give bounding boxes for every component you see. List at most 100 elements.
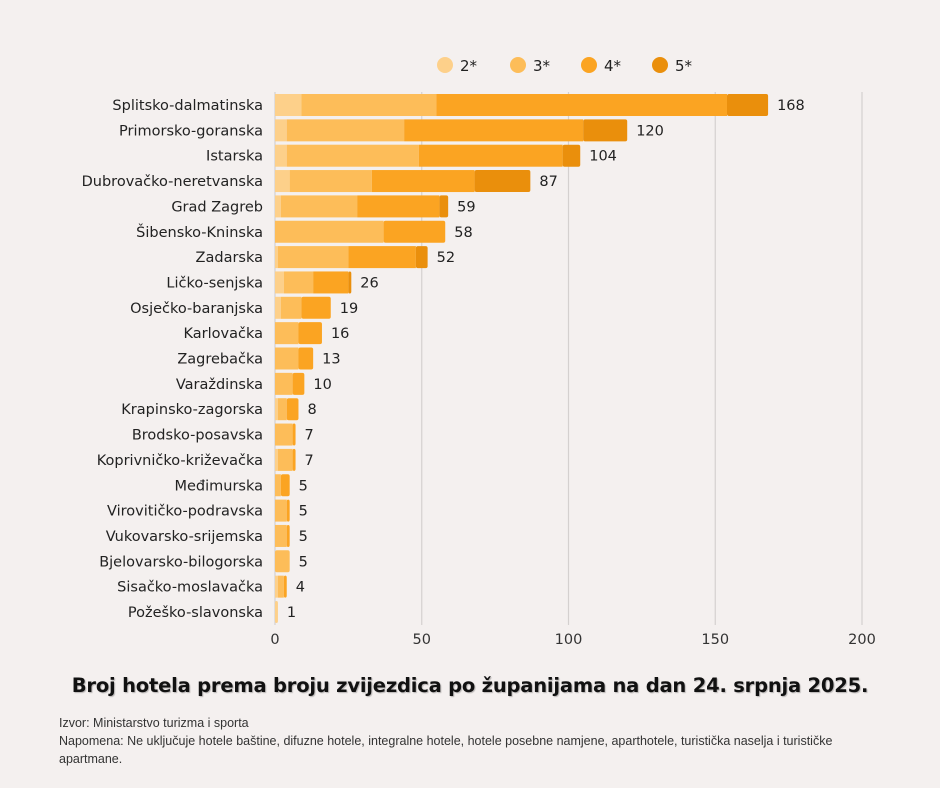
footer-notes: Izvor: Ministarstvo turizma i sporta Nap…	[59, 714, 889, 768]
value-label: 8	[307, 402, 316, 418]
bar-segment-3star	[277, 575, 284, 598]
bar-row	[275, 474, 290, 497]
bar-row	[275, 296, 331, 319]
legend-label: 2*	[460, 57, 478, 75]
source-text: Izvor: Ministarstvo turizma i sporta	[59, 716, 249, 730]
bar-segment-3star	[275, 524, 287, 547]
bar-segment-5star	[583, 119, 628, 142]
bar-row	[275, 601, 278, 623]
bar-row	[275, 448, 296, 471]
value-label: 26	[360, 275, 378, 291]
bar-segment-5star	[415, 246, 428, 269]
value-label: 10	[313, 377, 331, 393]
category-label: Karlovačka	[184, 326, 263, 342]
bar-segment-5star	[726, 94, 769, 116]
bar-row	[275, 575, 287, 598]
legend: 2* 3* 4* 5*	[437, 57, 693, 75]
bar-segment-4star	[418, 144, 563, 167]
bar-row	[275, 322, 322, 345]
category-label: Zagrebačka	[177, 352, 263, 368]
bar-segment-4star	[404, 119, 584, 142]
legend-item: 2*	[437, 57, 478, 75]
x-tick-label: 100	[555, 632, 583, 648]
category-label: Virovitičko-podravska	[107, 504, 263, 520]
category-label: Krapinsko-zagorska	[121, 402, 263, 418]
category-labels: Splitsko-dalmatinska Primorsko-goranska Is…	[82, 98, 263, 621]
bar-segment-2star	[275, 296, 281, 319]
bar-segment-4star	[298, 347, 314, 370]
bar-row	[275, 119, 628, 142]
bar-segment-4star	[436, 94, 727, 116]
value-label: 59	[457, 199, 475, 215]
bar-segment-2star	[275, 398, 278, 421]
category-label: Požeško-slavonska	[128, 605, 263, 621]
x-tick-label: 50	[413, 632, 431, 648]
bar-segment-2star	[275, 170, 290, 193]
chart-title: Broj hotela prema broju zvijezdica po žu…	[71, 674, 869, 697]
category-label: Dubrovačko-neretvanska	[82, 174, 263, 190]
legend-label: 5*	[675, 57, 693, 75]
bar-segment-2star	[275, 246, 278, 269]
bar-segment-3star	[275, 474, 281, 497]
legend-swatch	[437, 57, 453, 73]
bar-segment-3star	[286, 119, 405, 142]
value-label: 1	[287, 605, 296, 621]
bar-row	[275, 550, 290, 573]
bar-segment-4star	[313, 271, 349, 294]
category-label: Zadarska	[196, 250, 263, 266]
value-label: 58	[454, 225, 472, 241]
bar-segment-3star	[275, 220, 384, 243]
bar-segment-4star	[357, 195, 440, 218]
legend-item: 4*	[581, 57, 622, 75]
bar-segment-4star	[383, 220, 446, 243]
bar-segment-4star	[292, 448, 296, 471]
bar-segment-4star	[286, 398, 299, 421]
bar-row	[275, 144, 581, 167]
value-label: 7	[305, 428, 314, 444]
legend-item: 5*	[652, 57, 693, 75]
bar-segment-5star	[439, 195, 449, 218]
bar-segment-3star	[301, 94, 437, 116]
bar-segment-4star	[286, 524, 290, 547]
bar-row	[275, 347, 314, 370]
bar-segment-4star	[371, 170, 475, 193]
legend-label: 3*	[533, 57, 551, 75]
bar-segment-2star	[275, 575, 278, 598]
bar-row	[275, 94, 769, 116]
bar-segment-3star	[275, 322, 299, 345]
bar-row	[275, 246, 428, 269]
bar-segment-3star	[275, 423, 293, 446]
value-label: 16	[331, 326, 349, 342]
category-label: Šibensko-Kninska	[136, 223, 263, 241]
category-label: Međimurska	[174, 478, 263, 494]
value-label: 87	[539, 174, 557, 190]
bar-segment-3star	[286, 144, 419, 167]
x-tick-label: 0	[270, 632, 279, 648]
legend-item: 3*	[510, 57, 551, 75]
value-label: 5	[299, 504, 308, 520]
category-label: Primorsko-goranska	[119, 123, 263, 139]
value-label: 5	[299, 529, 308, 545]
category-label: Ličko-senjska	[166, 275, 263, 291]
note-text: Napomena: Ne uključuje hotele baštine, d…	[59, 734, 833, 766]
category-label: Brodsko-posavska	[132, 428, 263, 444]
value-label: 7	[305, 453, 314, 469]
bar-segment-2star	[275, 448, 278, 471]
category-label: Osječko-baranjska	[130, 301, 263, 317]
category-label: Grad Zagreb	[171, 199, 263, 215]
bar-segment-2star	[275, 144, 287, 167]
bar-segment-2star	[275, 94, 302, 116]
bar-segment-4star	[301, 296, 331, 319]
bar-segment-4star	[286, 499, 290, 522]
bar-segment-3star	[275, 372, 293, 395]
bar-segment-3star	[275, 499, 287, 522]
bar-segment-2star	[275, 119, 287, 142]
value-label: 168	[777, 98, 805, 114]
bar-row	[275, 372, 305, 395]
bar-row	[275, 170, 531, 193]
value-label: 5	[299, 478, 308, 494]
value-label: 19	[340, 301, 358, 317]
x-axis-ticks: 0 50 100 150 200	[270, 632, 875, 648]
bar-segment-5star	[474, 170, 531, 193]
